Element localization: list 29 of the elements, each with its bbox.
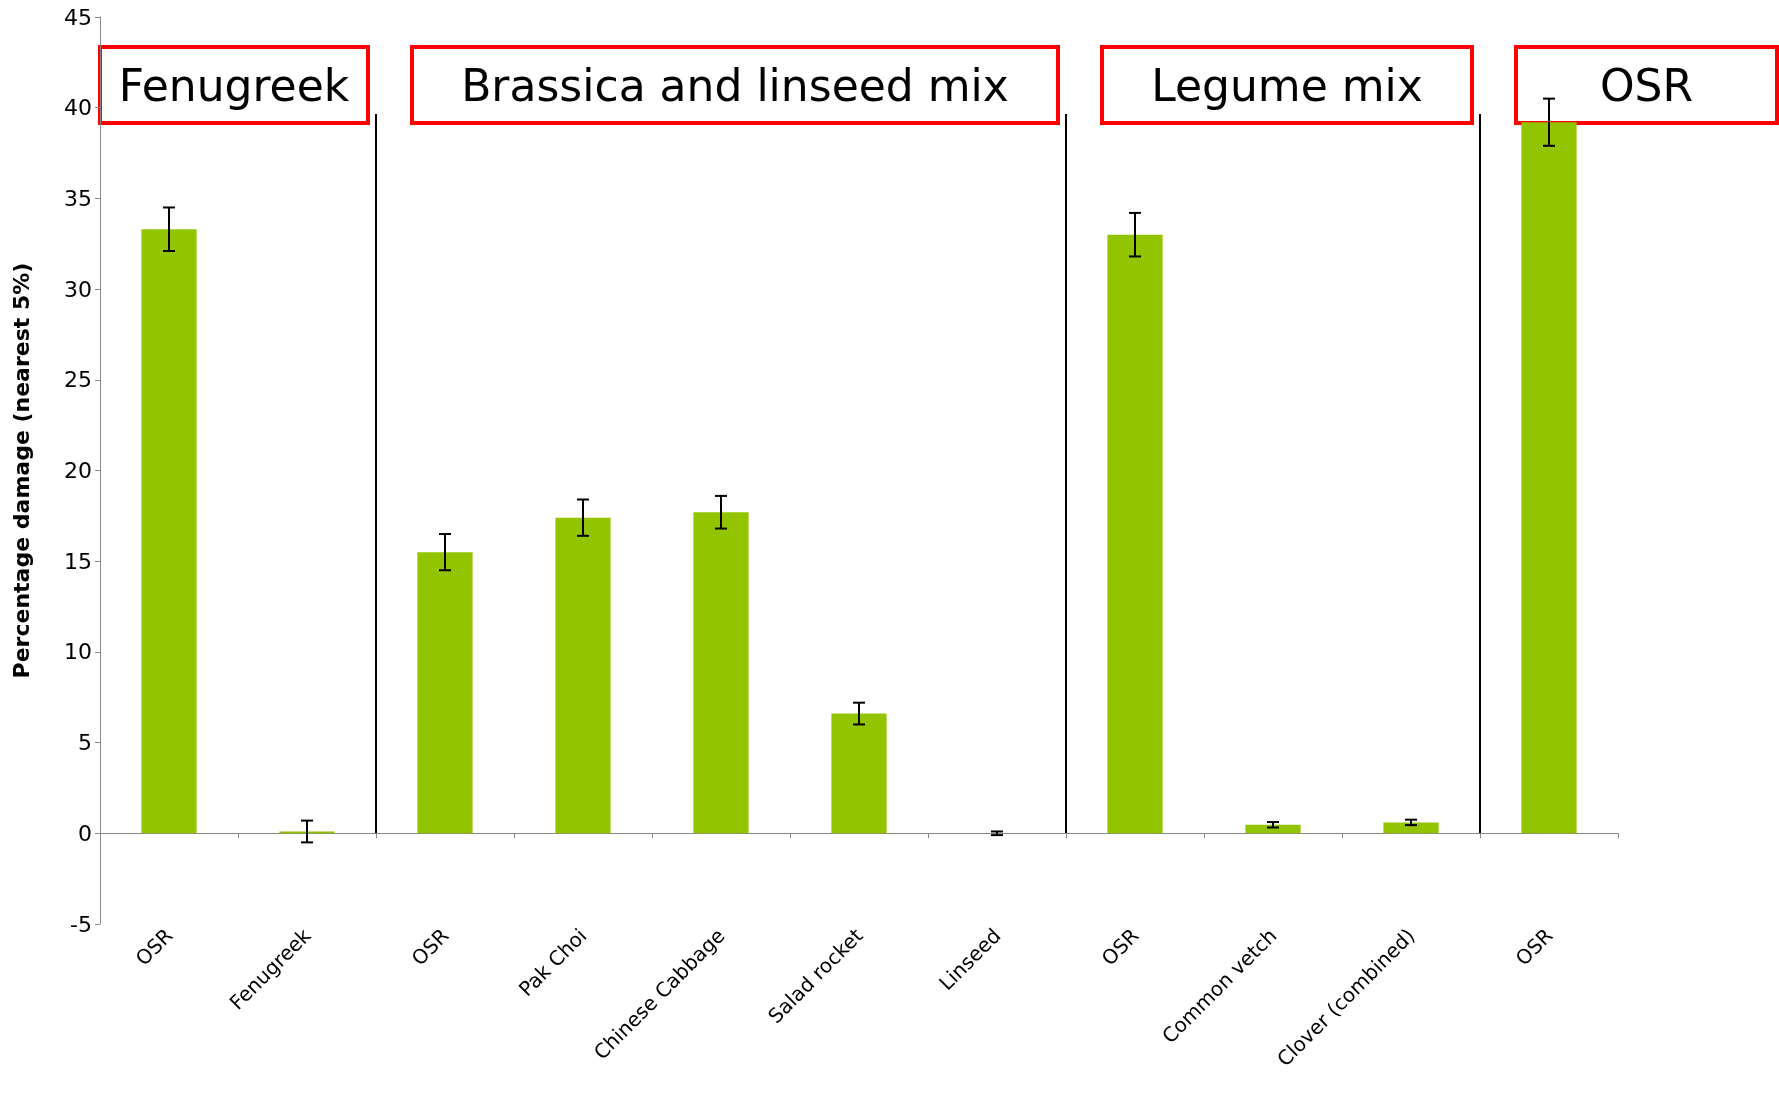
y-tick-label: 15 (64, 548, 92, 574)
y-tick-label: -5 (70, 911, 92, 937)
y-tick-label: 25 (64, 367, 92, 393)
bar (417, 552, 473, 834)
x-tick-label: OSR (1510, 923, 1558, 971)
annotation: Fenugreek (118, 59, 350, 111)
annotation: Legume mix (1151, 59, 1423, 111)
y-tick-label: 10 (64, 639, 92, 665)
y-tick-label: 35 (64, 185, 92, 211)
bar (693, 512, 749, 834)
bar (1245, 824, 1301, 834)
x-tick-label: OSR (1096, 923, 1144, 971)
y-tick-label: 40 (64, 95, 92, 121)
x-tick-label: OSR (130, 923, 178, 971)
bar (555, 517, 611, 834)
annotation: OSR (1599, 59, 1694, 111)
bar (141, 229, 197, 834)
bar (1521, 122, 1577, 834)
y-tick-label: 45 (64, 4, 92, 30)
y-tick-label: 20 (64, 458, 92, 483)
bar (1383, 822, 1439, 834)
y-tick-label: 0 (78, 820, 92, 846)
y-axis-title: Percentage damage (nearest 5%) (8, 262, 34, 679)
annotation: Brassica and linseed mix (461, 59, 1009, 111)
y-tick-label: 5 (78, 730, 92, 756)
bar (1107, 234, 1163, 834)
bar (831, 713, 887, 834)
y-tick-label: 30 (64, 276, 92, 302)
x-tick-label: OSR (406, 923, 454, 971)
